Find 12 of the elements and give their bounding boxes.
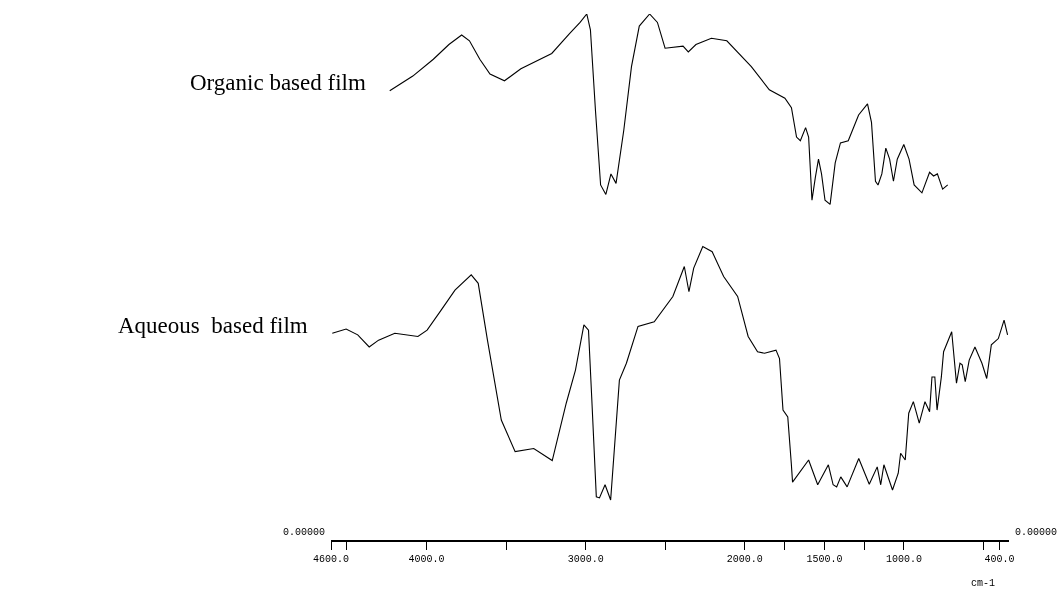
x-tick-label: 2000.0 [726, 553, 763, 565]
text: 0.00000 [1015, 527, 1058, 538]
x-tick-label: 4600.0 [312, 553, 350, 565]
x-axis-title: cm-1 [971, 578, 996, 589]
x-tick-label: 1000.0 [885, 553, 922, 565]
x-tick-label: 400.0 [984, 553, 1015, 565]
text: 0.00000 [283, 527, 326, 538]
x-tick-label: 4000.0 [408, 553, 445, 565]
series-label: Aqueous based film [118, 313, 308, 338]
x-tick-label: 3000.0 [567, 553, 604, 565]
series-label: Organic based film [190, 70, 366, 95]
x-tick-label: 1500.0 [806, 553, 843, 565]
